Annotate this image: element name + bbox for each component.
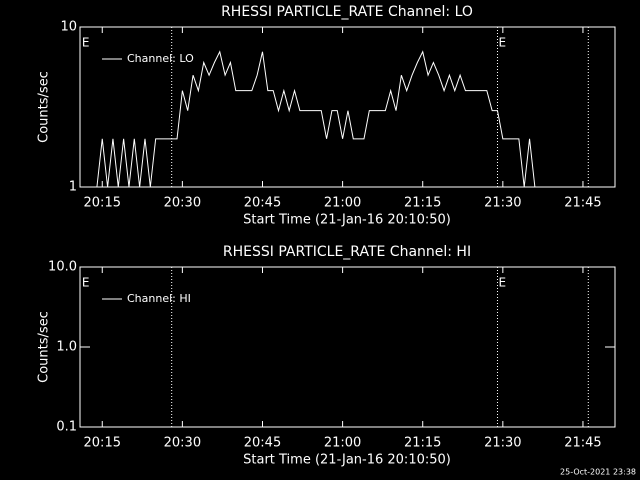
x-tick-label: 20:30 <box>164 436 201 451</box>
annotation: E <box>498 276 506 290</box>
legend-label: Channel: HI <box>127 292 191 305</box>
y-tick-label: 10 <box>60 20 77 35</box>
x-tick-label: 20:45 <box>244 196 281 211</box>
plot-frame <box>79 26 616 188</box>
y-tick-label: 1.0 <box>56 340 77 355</box>
annotation: E <box>498 36 506 50</box>
x-tick-label: 21:45 <box>564 196 601 211</box>
x-axis-label: Start Time (21-Jan-16 20:10:50) <box>243 453 451 468</box>
x-tick-label: 20:30 <box>164 196 201 211</box>
y-tick-label: 0.1 <box>56 420 77 435</box>
x-tick-label: 21:45 <box>564 436 601 451</box>
plot-frame <box>79 266 616 428</box>
x-axis-label: Start Time (21-Jan-16 20:10:50) <box>243 213 451 228</box>
x-tick-label: 20:15 <box>84 436 121 451</box>
data-line <box>96 50 536 188</box>
x-tick-label: 21:30 <box>484 436 521 451</box>
x-tick-label: 21:15 <box>404 196 441 211</box>
x-tick-label: 21:00 <box>324 196 361 211</box>
y-tick-label: 10.0 <box>48 260 77 275</box>
x-tick-label: 20:15 <box>84 196 121 211</box>
legend-label: Channel: LO <box>127 52 194 65</box>
y-tick-label: 1 <box>69 180 77 195</box>
annotation: E <box>82 276 90 290</box>
x-tick-label: 21:30 <box>484 196 521 211</box>
y-axis-label: Counts/sec <box>37 311 52 383</box>
chart-title: RHESSI PARTICLE_RATE Channel: HI <box>223 244 471 260</box>
timestamp: 25-Oct-2021 23:38 <box>560 468 636 477</box>
chart-title: RHESSI PARTICLE_RATE Channel: LO <box>221 4 473 20</box>
x-tick-label: 21:15 <box>404 436 441 451</box>
annotation: E <box>82 36 90 50</box>
x-tick-label: 20:45 <box>244 436 281 451</box>
y-axis-label: Counts/sec <box>37 71 52 143</box>
x-tick-label: 21:00 <box>324 436 361 451</box>
